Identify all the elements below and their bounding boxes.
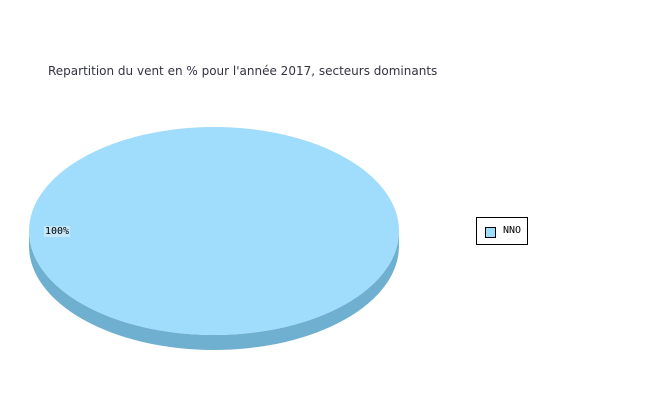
legend: NNO	[476, 217, 528, 245]
pie-slice-nno	[29, 127, 399, 335]
legend-label: NNO	[503, 225, 522, 236]
chart-title: Repartition du vent en % pour l'année 20…	[48, 64, 438, 78]
slice-label: 100%	[44, 226, 71, 237]
legend-swatch	[485, 227, 496, 238]
